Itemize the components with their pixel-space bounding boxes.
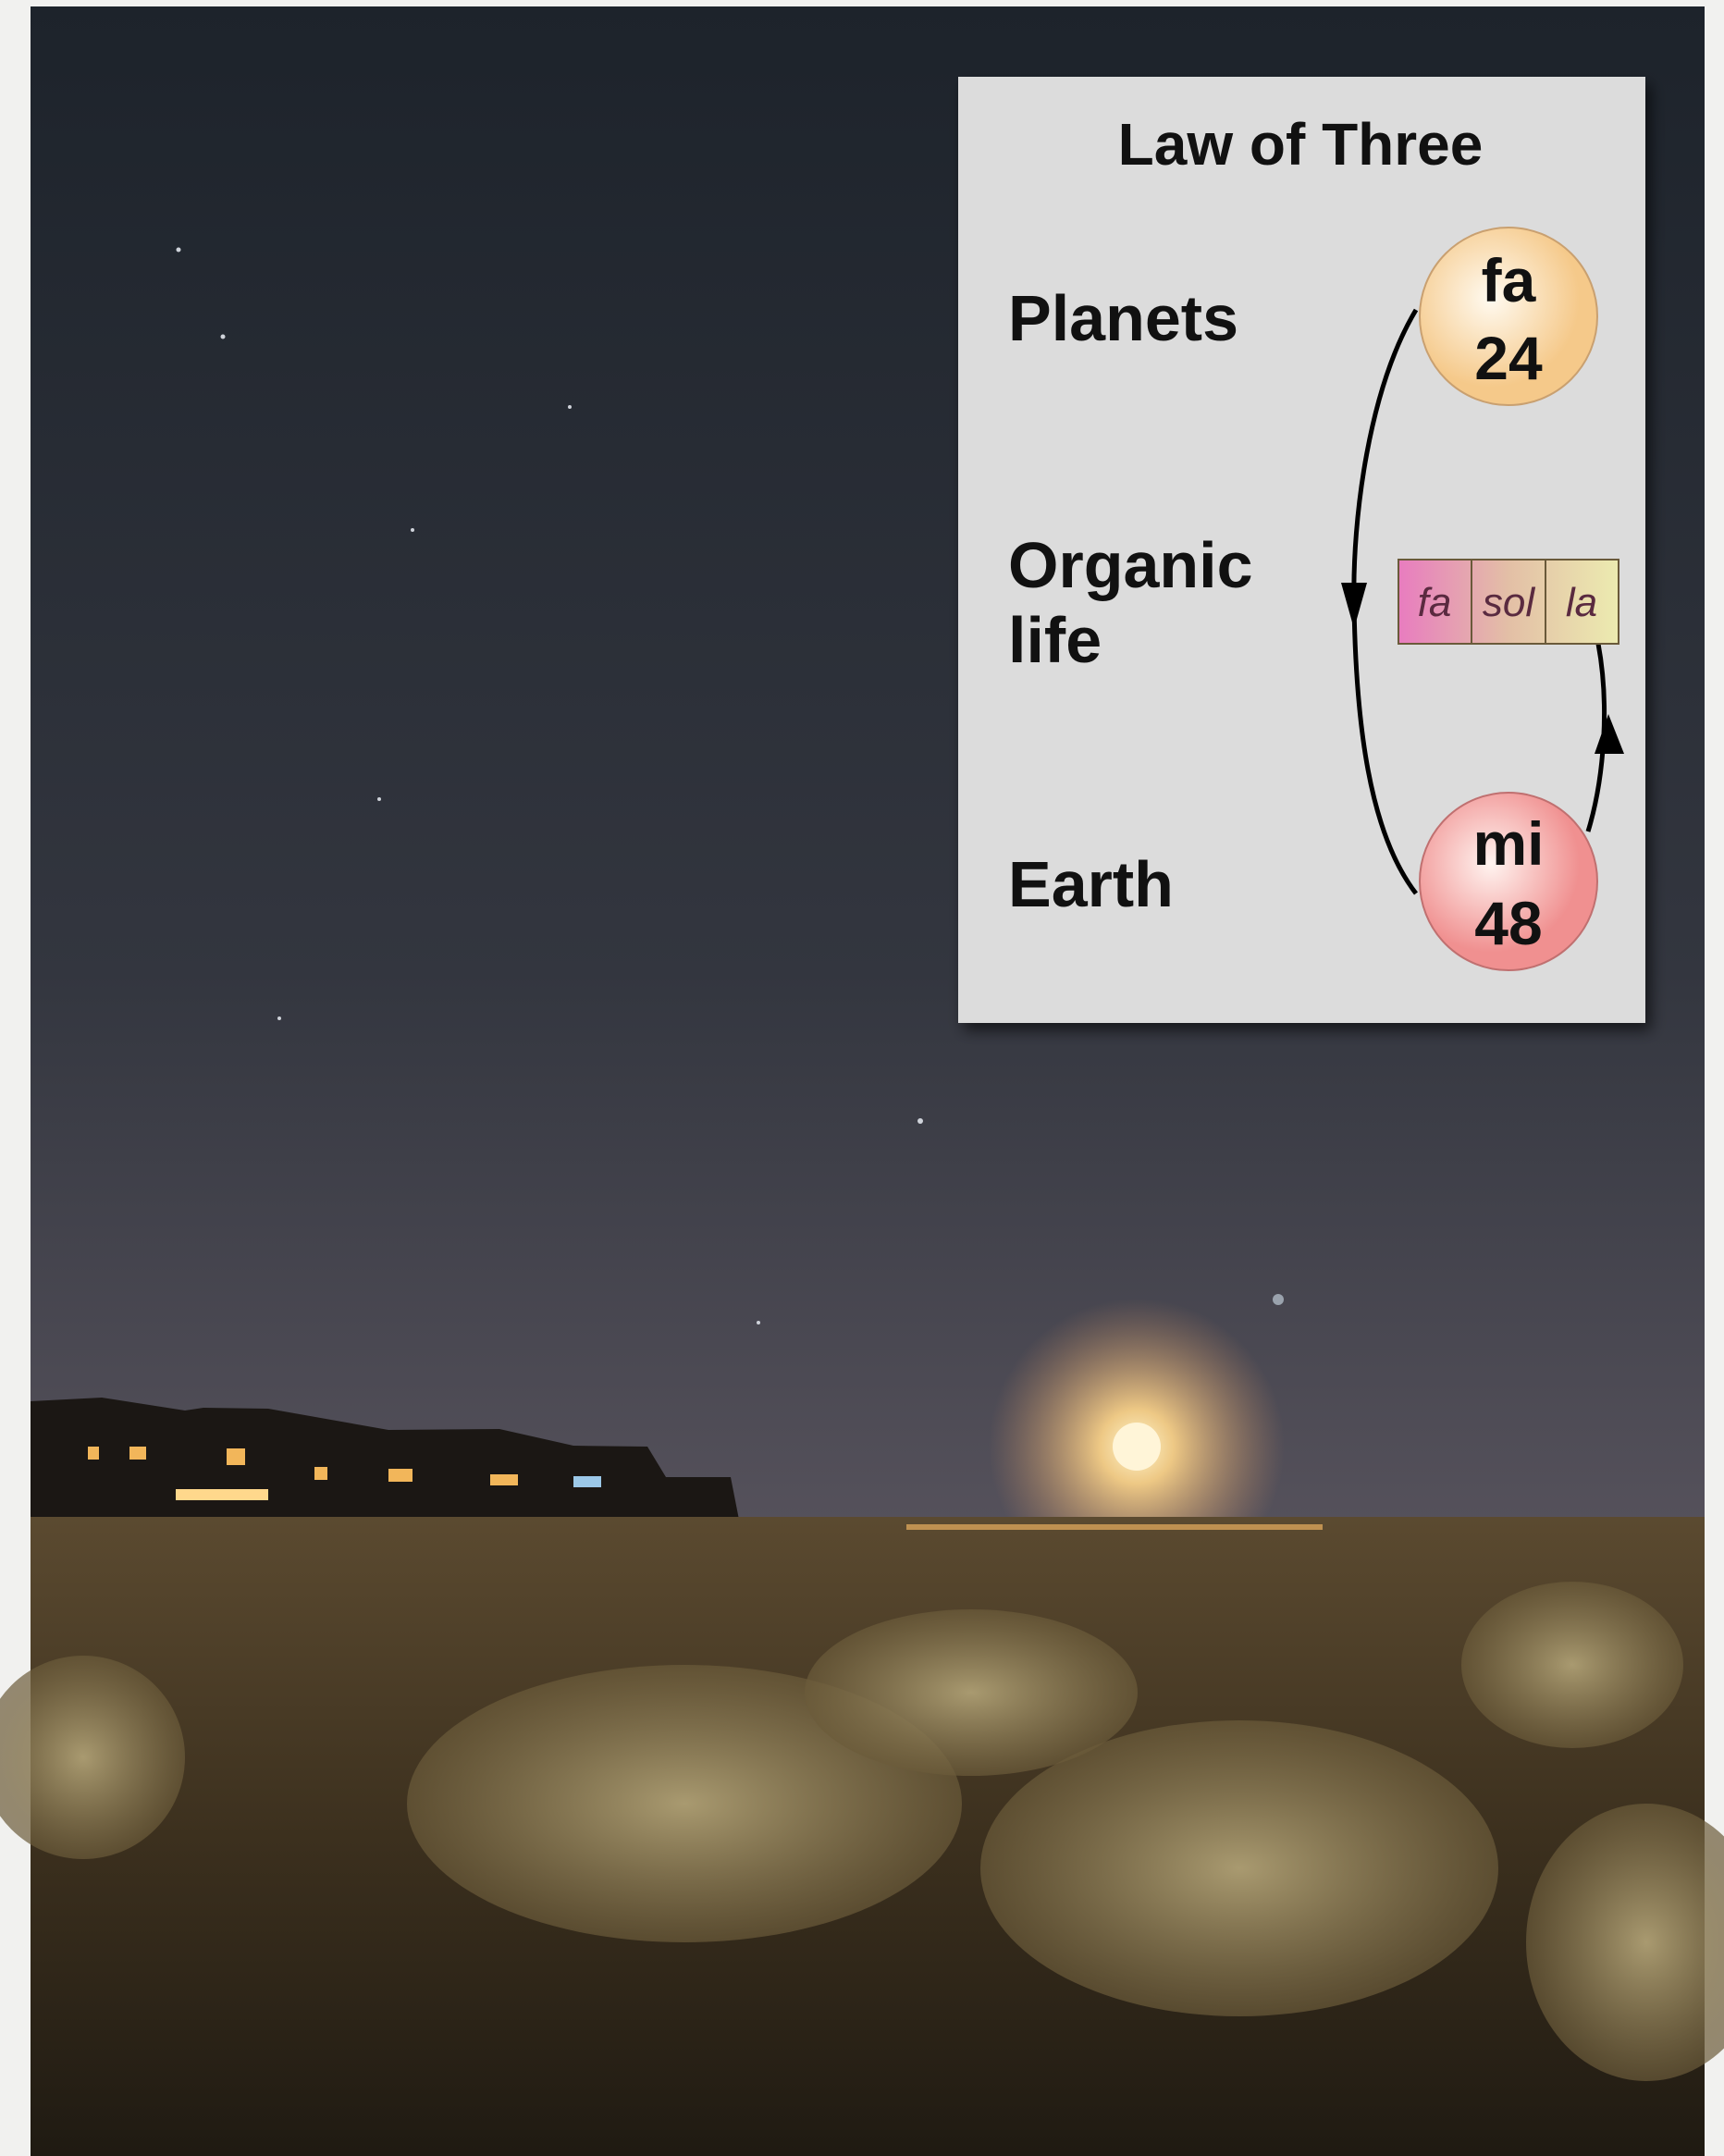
level-label: Earth (1008, 848, 1174, 920)
diagram-panel: Law of Three Planets Organic life Earth … (958, 77, 1645, 1023)
note: sol (1483, 580, 1535, 625)
page: Law of Three Planets Organic life Earth … (0, 0, 1724, 2156)
node-note: mi (1472, 809, 1544, 878)
note: fa (1418, 580, 1452, 625)
node-note: fa (1482, 246, 1537, 314)
level-label: Organic (1008, 529, 1253, 601)
town-lights (906, 1524, 1323, 1530)
node-number: 48 (1474, 889, 1542, 957)
note: la (1566, 580, 1597, 625)
level-label: life (1008, 604, 1102, 676)
node-number: 24 (1474, 324, 1543, 392)
moon (1113, 1423, 1161, 1471)
title: Law of Three (1118, 111, 1484, 178)
level-label: Planets (1008, 282, 1238, 354)
